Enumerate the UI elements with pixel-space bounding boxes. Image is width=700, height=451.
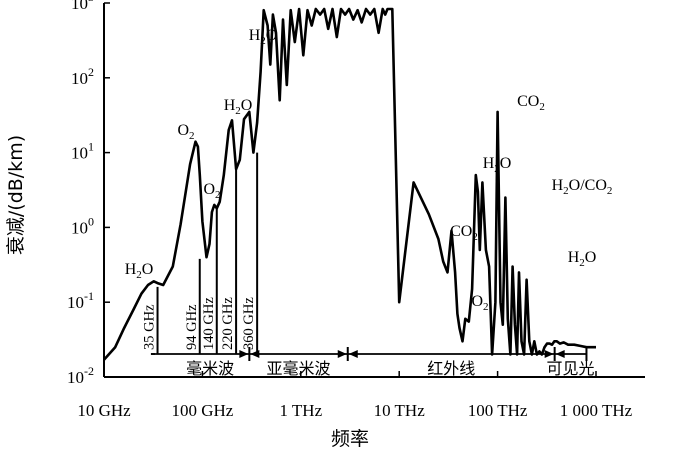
series-group — [103, 7, 596, 361]
window-label: 360 GHz — [241, 297, 257, 350]
species-annotation: H2O — [568, 249, 597, 269]
y-axis-label: 衰减/(dB/km) — [5, 135, 27, 255]
band-label: 亚毫米波 — [267, 359, 331, 378]
band-label: 可见光 — [547, 359, 595, 378]
x-tick-label: 10 GHz — [77, 401, 131, 420]
species-annotation: O2 — [471, 293, 488, 313]
axes-group — [103, 3, 645, 378]
x-tick-label: 10 THz — [374, 401, 426, 420]
species-annotation: H2O/CO2 — [552, 177, 613, 197]
window-label: 35 GHz — [142, 304, 158, 350]
species-annotation: CO2 — [450, 223, 478, 243]
x-tick-label: 100 THz — [468, 401, 528, 420]
band-label: 红外线 — [427, 359, 475, 378]
x-tick-label: 1 000 THz — [560, 401, 633, 420]
attenuation-curve — [103, 7, 596, 361]
species-annotation: O2 — [203, 181, 220, 201]
band-arrowhead — [239, 350, 249, 358]
band-arrowhead — [555, 350, 565, 358]
species-annotation: CO2 — [517, 93, 545, 113]
bands-group: 毫米波 亚毫米波 红外线 可见光 — [150, 347, 595, 378]
y-tick-label: 10-1 — [67, 289, 94, 312]
band-arrowhead — [250, 350, 260, 358]
y-tick-label: 102 — [71, 65, 94, 88]
band-label: 毫米波 — [186, 359, 234, 378]
species-annotation: O2 — [177, 122, 194, 142]
windows-group: 35 GHz 94 GHz 140 GHz 220 GHz 360 GHz — [142, 152, 259, 354]
window-label: 140 GHz — [201, 297, 217, 350]
x-tick-label: 1 THz — [279, 401, 322, 420]
species-annotation: H2O — [125, 261, 154, 281]
window-label: 94 GHz — [184, 304, 200, 350]
y-tick-label: 10-2 — [67, 364, 94, 387]
species-annotation: H2O — [249, 27, 278, 47]
species-annotation: H2O — [224, 97, 253, 117]
x-axis-label: 频率 — [331, 428, 369, 450]
y-tick-label: 101 — [71, 140, 94, 163]
band-arrowhead — [337, 350, 347, 358]
ticks-group: 10-2 10-1 100 101 102 103 10 GHz 100 GHz 1 THz 10… — [67, 0, 633, 420]
annotations-group: H2O O2 O2 H2O H2O CO2 O2 H2O CO2 H2O/CO2 H2O — [125, 27, 613, 313]
window-label: 220 GHz — [220, 297, 236, 350]
y-tick-label: 103 — [71, 0, 94, 13]
species-annotation: H2O — [483, 155, 512, 175]
y-tick-label: 100 — [71, 214, 94, 237]
band-arrowhead — [544, 350, 554, 358]
x-tick-label: 100 GHz — [171, 401, 233, 420]
band-arrowhead — [348, 350, 358, 358]
